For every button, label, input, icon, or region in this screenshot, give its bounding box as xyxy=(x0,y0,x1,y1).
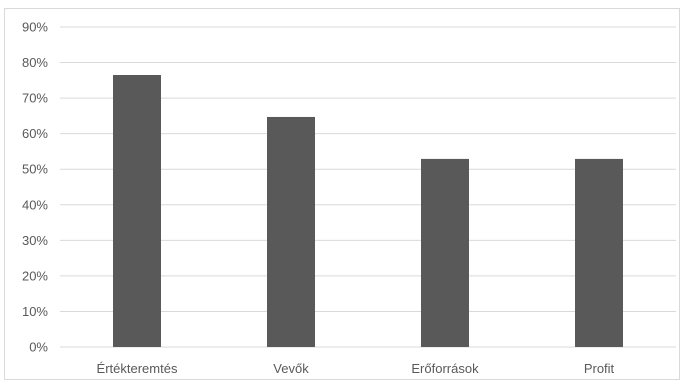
bar-2 xyxy=(267,116,315,347)
y-tick-label: 50% xyxy=(22,162,48,177)
x-tick-label: Értékteremtés xyxy=(97,361,178,376)
y-tick-label: 10% xyxy=(22,304,48,319)
y-tick-label: 90% xyxy=(22,20,48,35)
y-tick-label: 70% xyxy=(22,91,48,106)
y-tick-label: 80% xyxy=(22,55,48,70)
x-tick-label: Erőforrások xyxy=(411,361,479,376)
bars xyxy=(113,75,623,347)
y-axis-tick-labels: 0% 10% 20% 30% 40% 50% 60% 70% 80% 90% xyxy=(22,20,48,355)
y-tick-label: 30% xyxy=(22,233,48,248)
y-tick-label: 20% xyxy=(22,268,48,283)
x-tick-label: Profit xyxy=(584,361,615,376)
bar-1 xyxy=(113,75,161,347)
gridlines xyxy=(60,26,676,348)
y-tick-label: 60% xyxy=(22,126,48,141)
bar-4 xyxy=(575,158,623,347)
x-axis-tick-labels: Értékteremtés Vevők Erőforrások Profit xyxy=(97,361,615,376)
bar-3 xyxy=(421,158,469,347)
y-tick-label: 0% xyxy=(29,340,48,355)
y-tick-label: 40% xyxy=(22,197,48,212)
x-tick-label: Vevők xyxy=(273,361,309,376)
